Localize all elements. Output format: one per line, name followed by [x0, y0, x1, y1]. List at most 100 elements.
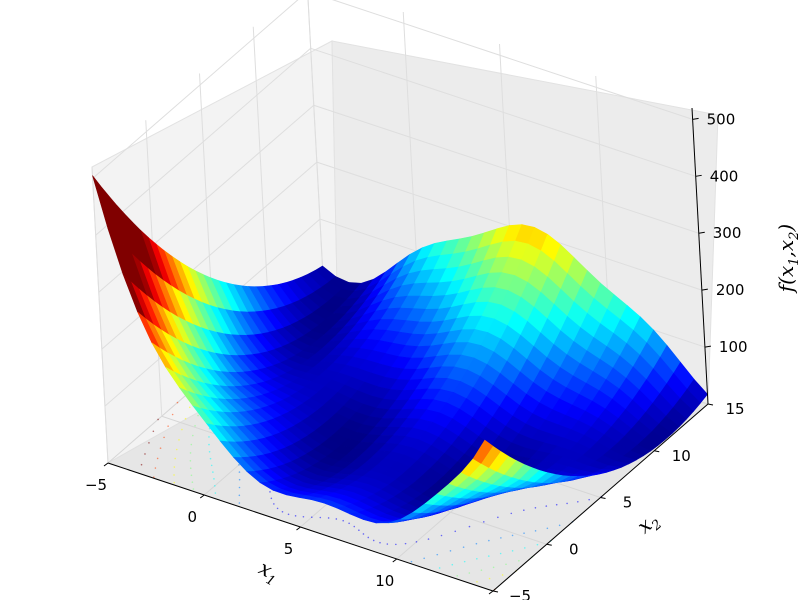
contour-point [287, 513, 290, 516]
y-tick [707, 403, 714, 406]
contour-point [342, 519, 344, 522]
y-tick [600, 497, 606, 499]
contour-point [327, 517, 330, 519]
contour-point [468, 525, 471, 528]
y-tick-label: 0 [569, 540, 579, 558]
contour-point [178, 439, 180, 441]
contour-point [189, 467, 192, 469]
contour-point [395, 543, 397, 546]
contour-point [176, 401, 179, 404]
contour-point [510, 512, 513, 515]
y-tick [492, 590, 499, 593]
contour-point [335, 518, 338, 520]
contour-point [362, 533, 365, 535]
y-axis-label: x2 [632, 507, 665, 541]
contour-point [348, 522, 350, 525]
contour-point [440, 534, 443, 537]
z-tick-label: 300 [713, 224, 742, 242]
contour-point [189, 452, 192, 454]
contour-point [492, 566, 495, 569]
contour-point [175, 448, 178, 451]
contour-point [546, 527, 549, 530]
z-tick [701, 288, 708, 291]
contour-point [270, 497, 273, 500]
contour-point [210, 464, 213, 467]
contour-point [197, 414, 199, 417]
y-tick-label: −5 [509, 587, 531, 600]
z-tick-label: 400 [710, 167, 739, 185]
contour-point [302, 515, 305, 518]
contour-point [144, 453, 146, 455]
contour-point [192, 434, 194, 437]
tick-marks [103, 117, 714, 595]
contour-point [189, 459, 192, 462]
contour-point [191, 481, 194, 483]
x-tick [199, 494, 205, 499]
contour-point [476, 580, 478, 583]
y-tick [546, 543, 552, 546]
contour-point [276, 507, 279, 510]
contour-point [140, 463, 143, 466]
x-tick-label: −5 [85, 476, 107, 494]
contour-point [238, 471, 241, 473]
contour-point [159, 447, 162, 449]
contour-point [483, 521, 485, 523]
contour-point [213, 485, 216, 487]
contour-point [208, 443, 210, 446]
contour-point [238, 464, 240, 466]
contour-point [184, 417, 187, 420]
contour-point [173, 481, 176, 484]
contour-point [588, 498, 590, 501]
z-axis-label: f(x1,x2) [774, 224, 800, 295]
contour-point [319, 516, 322, 519]
contour-point [167, 425, 169, 427]
z-axis-line [691, 107, 709, 405]
contour-point [462, 546, 465, 548]
contour-point [358, 529, 360, 532]
contour-point [451, 563, 454, 566]
contour-point [523, 509, 525, 511]
contour-point [238, 502, 241, 504]
z-tick-label: 200 [716, 281, 745, 299]
x-axis-label: x1 [253, 556, 283, 590]
contour-point [214, 492, 217, 494]
contour-point [190, 443, 193, 446]
wall-gridline [91, 166, 109, 464]
z-tick [695, 174, 702, 177]
y-tick [654, 450, 660, 453]
contour-point [577, 501, 579, 503]
contour-point [163, 436, 165, 439]
contour-point [449, 550, 452, 552]
surface-patch [472, 439, 494, 464]
x-tick-label: 0 [187, 508, 197, 526]
z-tick [698, 231, 705, 234]
contour-point [505, 563, 507, 566]
contour-point [488, 539, 490, 542]
contour-point [511, 550, 514, 552]
contour-point [273, 503, 275, 505]
contour-point [487, 555, 490, 557]
contour-point [534, 507, 537, 509]
contour-point [173, 474, 175, 476]
contour-point [148, 442, 150, 444]
contour-point [152, 430, 155, 433]
wall-gridline [307, 0, 324, 277]
x-tick-label: 5 [284, 540, 294, 558]
contour-point [294, 515, 297, 517]
contour-point [353, 525, 356, 528]
contour-point [423, 557, 425, 560]
contour-point [468, 572, 471, 574]
contour-point [190, 474, 193, 477]
contour-point [269, 491, 271, 493]
contour-point [212, 471, 214, 473]
wall-gridline [313, 104, 699, 234]
contour-point [497, 516, 499, 519]
contour-point [480, 569, 483, 572]
y-tick-label: 5 [623, 494, 633, 512]
contour-point [213, 478, 215, 480]
contour-point [511, 534, 514, 537]
contour-point [463, 560, 466, 563]
x-tick [296, 526, 301, 531]
contour-point [209, 457, 212, 460]
contour-point [454, 530, 457, 533]
